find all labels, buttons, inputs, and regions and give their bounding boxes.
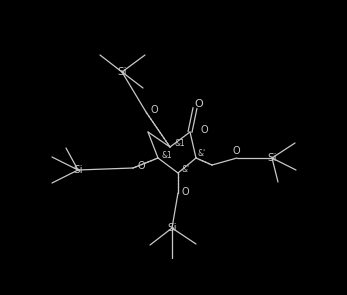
Text: O: O xyxy=(138,161,146,171)
Text: &1: &1 xyxy=(162,150,173,160)
Text: &1: &1 xyxy=(175,140,186,148)
Text: &': &' xyxy=(198,148,206,158)
Text: O: O xyxy=(195,99,203,109)
Text: Si: Si xyxy=(167,223,177,233)
Text: Si: Si xyxy=(117,67,127,77)
Text: Si: Si xyxy=(73,165,83,175)
Text: O: O xyxy=(232,146,240,156)
Text: O: O xyxy=(182,187,189,197)
Text: Si: Si xyxy=(267,153,277,163)
Text: O: O xyxy=(151,105,159,115)
Text: O: O xyxy=(200,125,208,135)
Text: &': &' xyxy=(182,165,190,175)
